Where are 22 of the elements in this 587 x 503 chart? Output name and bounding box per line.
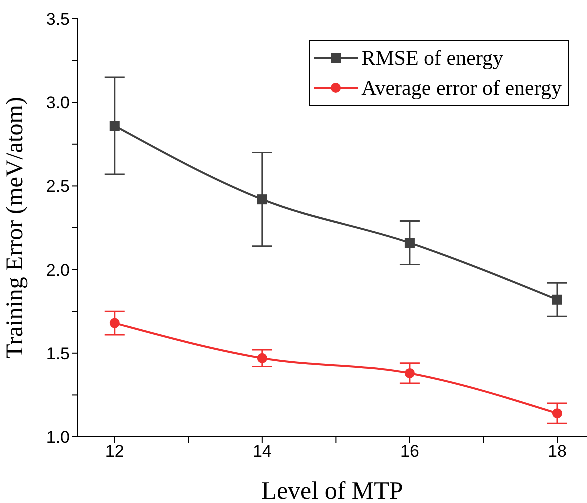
x-tick-label: 12 — [105, 442, 124, 462]
x-axis-title: Level of MTP — [262, 478, 404, 503]
point — [257, 194, 268, 205]
legend-label: RMSE of energy — [362, 45, 504, 72]
point — [257, 353, 268, 364]
y-tick-label: 3.0 — [46, 94, 70, 113]
point — [110, 318, 120, 328]
y-tick-label: 1.0 — [46, 428, 70, 448]
y-axis-title: Training Error (meV/atom) — [2, 97, 29, 359]
legend-label: Average error of energy — [362, 75, 562, 102]
y-tick-label: 3.5 — [46, 10, 70, 30]
point — [110, 121, 120, 132]
x-tick-label: 14 — [252, 442, 272, 462]
x-tick-label: 16 — [400, 442, 420, 462]
point — [404, 238, 415, 248]
y-tick-label: 2.5 — [46, 177, 70, 196]
y-tick-label: 2.0 — [46, 260, 70, 280]
x-tick-label: 18 — [548, 442, 567, 462]
point — [404, 368, 415, 378]
point — [552, 294, 562, 305]
y-tick-label: 1.5 — [46, 344, 70, 364]
point — [552, 408, 562, 419]
